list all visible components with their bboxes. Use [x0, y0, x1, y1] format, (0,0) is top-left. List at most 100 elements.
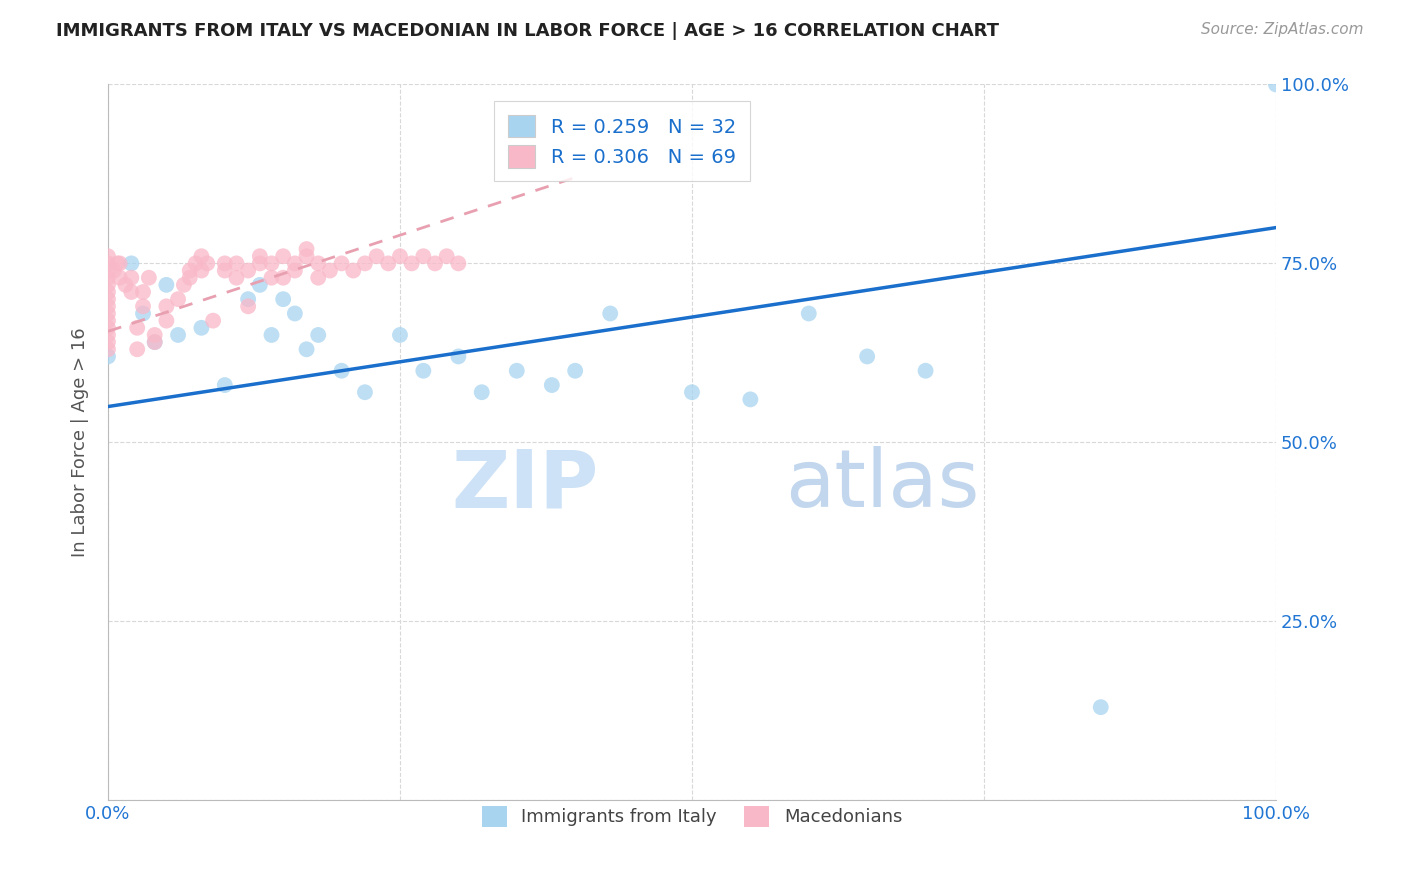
Text: IMMIGRANTS FROM ITALY VS MACEDONIAN IN LABOR FORCE | AGE > 16 CORRELATION CHART: IMMIGRANTS FROM ITALY VS MACEDONIAN IN L… [56, 22, 1000, 40]
Point [97, 299, 120, 313]
Point [412, 249, 434, 263]
Point [260, 270, 283, 285]
Point [271, 249, 294, 263]
Point [97, 313, 120, 327]
Point [447, 350, 470, 364]
Text: Source: ZipAtlas.com: Source: ZipAtlas.com [1201, 22, 1364, 37]
Point [271, 270, 294, 285]
Point [1265, 78, 1288, 92]
Point [319, 263, 342, 277]
Point [195, 256, 218, 270]
Point [295, 343, 318, 357]
Point [249, 249, 271, 263]
Point [225, 270, 247, 285]
Point [271, 292, 294, 306]
Point [143, 335, 166, 350]
Point [447, 256, 470, 270]
Point [143, 328, 166, 343]
Point [97, 256, 120, 270]
Point [155, 313, 177, 327]
Point [307, 270, 329, 285]
Point [401, 256, 423, 270]
Point [366, 249, 388, 263]
Point [354, 256, 377, 270]
Point [114, 277, 136, 292]
Text: ZIP: ZIP [451, 446, 599, 524]
Point [132, 299, 155, 313]
Point [236, 292, 259, 306]
Point [97, 343, 120, 357]
Point [330, 364, 353, 378]
Point [412, 364, 434, 378]
Point [471, 385, 494, 400]
Point [388, 328, 411, 343]
Point [97, 249, 120, 263]
Point [740, 392, 762, 407]
Point [97, 335, 120, 350]
Point [103, 263, 125, 277]
Point [330, 256, 353, 270]
Point [236, 299, 259, 313]
Point [132, 285, 155, 299]
Point [179, 270, 201, 285]
Point [377, 256, 399, 270]
Point [295, 249, 318, 263]
Point [127, 320, 149, 334]
Point [173, 277, 195, 292]
Point [138, 270, 160, 285]
Point [914, 364, 936, 378]
Point [388, 249, 411, 263]
Point [214, 378, 236, 392]
Point [506, 364, 529, 378]
Point [97, 328, 120, 343]
Point [190, 249, 212, 263]
Point [225, 256, 247, 270]
Point [105, 256, 128, 270]
Point [97, 306, 120, 320]
Point [97, 270, 120, 285]
Legend: Immigrants from Italy, Macedonians: Immigrants from Italy, Macedonians [474, 799, 910, 834]
Point [284, 306, 307, 320]
Point [342, 263, 364, 277]
Point [1090, 700, 1112, 714]
Point [354, 385, 377, 400]
Text: atlas: atlas [786, 446, 980, 524]
Point [236, 263, 259, 277]
Point [856, 350, 879, 364]
Point [184, 256, 207, 270]
Point [284, 256, 307, 270]
Point [167, 328, 190, 343]
Point [190, 320, 212, 334]
Point [97, 292, 120, 306]
Point [260, 256, 283, 270]
Point [155, 277, 177, 292]
Point [127, 343, 149, 357]
Point [307, 256, 329, 270]
Point [214, 256, 236, 270]
Point [190, 263, 212, 277]
Point [97, 277, 120, 292]
Point [132, 306, 155, 320]
Point [97, 285, 120, 299]
Point [564, 364, 586, 378]
Point [97, 320, 120, 334]
Point [284, 263, 307, 277]
Point [295, 242, 318, 256]
Point [797, 306, 820, 320]
Y-axis label: In Labor Force | Age > 16: In Labor Force | Age > 16 [72, 327, 89, 558]
Point [260, 328, 283, 343]
Point [97, 350, 120, 364]
Point [155, 299, 177, 313]
Point [108, 270, 131, 285]
Point [436, 249, 458, 263]
Point [423, 256, 446, 270]
Point [120, 270, 142, 285]
Point [143, 335, 166, 350]
Point [97, 263, 120, 277]
Point [167, 292, 190, 306]
Point [214, 263, 236, 277]
Point [202, 313, 225, 327]
Point [108, 256, 131, 270]
Point [179, 263, 201, 277]
Point [120, 285, 142, 299]
